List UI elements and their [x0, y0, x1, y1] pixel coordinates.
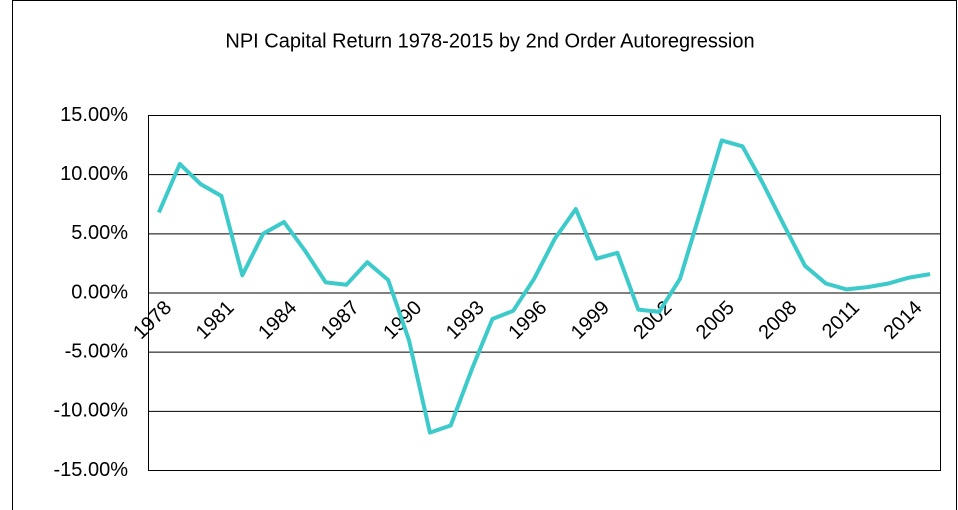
y-tick-label: -10.00%: [54, 400, 129, 422]
chart-frame: [12, 0, 957, 510]
y-tick-label: 10.00%: [60, 163, 128, 185]
data-line: [157, 138, 931, 435]
chart-title: NPI Capital Return 1978-2015 by 2nd Orde…: [225, 30, 754, 52]
y-tick-label: 15.00%: [60, 104, 128, 126]
y-tick-label: -5.00%: [65, 340, 129, 362]
y-tick-label: 0.00%: [71, 281, 128, 303]
y-tick-label: 5.00%: [71, 222, 128, 244]
y-tick-label: -15.00%: [54, 459, 129, 481]
